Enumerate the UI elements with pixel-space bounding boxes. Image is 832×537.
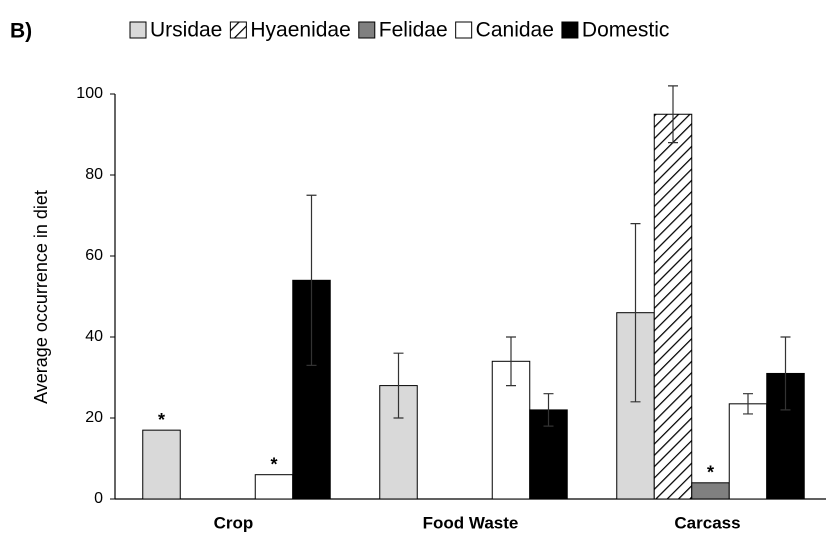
legend-label: Canidae <box>476 19 554 42</box>
bar <box>653 113 693 500</box>
error-bar <box>393 352 404 419</box>
annotation: * <box>270 454 277 474</box>
y-tick-label: 40 <box>85 328 103 345</box>
error-bar <box>630 223 641 403</box>
y-tick-label: 60 <box>85 247 103 264</box>
legend-swatch <box>358 21 376 39</box>
panel-label: B) <box>10 20 32 43</box>
annotation: * <box>158 410 165 430</box>
bar <box>728 403 768 500</box>
legend-label: Felidae <box>379 19 448 42</box>
bar <box>254 474 294 500</box>
legend-swatch <box>561 21 579 39</box>
y-axis-label: Average occurrence in diet <box>31 190 51 404</box>
bar <box>691 482 730 500</box>
y-tick-label: 20 <box>85 409 103 426</box>
y-tick-label: 0 <box>94 490 103 507</box>
error-bar <box>668 85 678 144</box>
error-bar <box>543 393 554 427</box>
bar <box>142 429 181 500</box>
error-bar <box>780 336 791 411</box>
y-tick-label: 80 <box>85 166 103 183</box>
error-bar <box>743 393 753 415</box>
legend-label: Hyaenidae <box>250 19 350 42</box>
x-tick-label: Crop <box>214 513 254 532</box>
error-bar <box>306 194 317 366</box>
x-tick-label: Carcass <box>674 513 740 532</box>
x-tick-label: Food Waste <box>423 513 519 532</box>
annotation: * <box>707 463 714 483</box>
error-bar <box>506 336 516 387</box>
legend-swatch <box>455 21 473 39</box>
legend-swatch <box>229 21 247 39</box>
y-tick-label: 100 <box>76 85 103 102</box>
legend-label: Domestic <box>582 19 670 42</box>
legend-swatch <box>129 21 147 39</box>
legend-label: Ursidae <box>150 19 222 42</box>
